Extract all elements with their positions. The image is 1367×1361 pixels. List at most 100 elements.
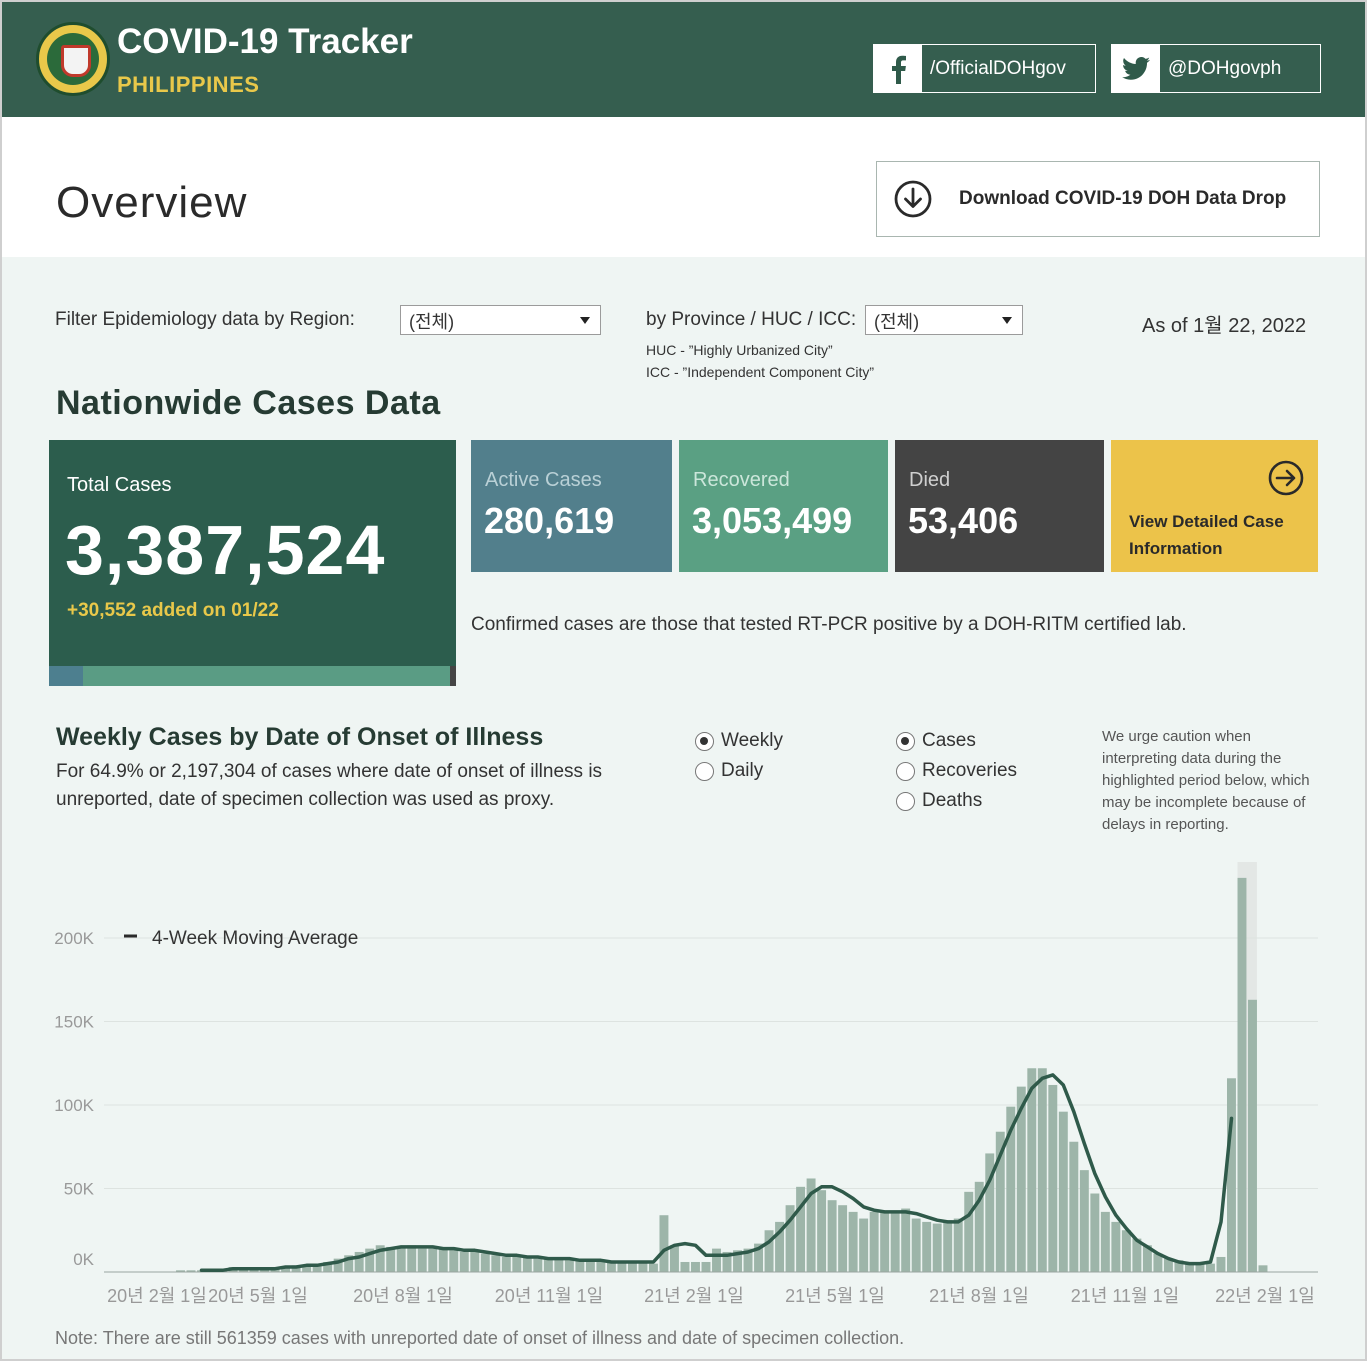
- weekly-bar: [1163, 1258, 1173, 1272]
- weekly-bar: [985, 1153, 995, 1272]
- facebook-icon: [874, 45, 922, 92]
- weekly-bar: [1006, 1106, 1016, 1272]
- weekly-bar: [890, 1213, 900, 1272]
- app-title: COVID-19 Tracker: [117, 22, 413, 61]
- facebook-label: /OfficialDOHgov: [930, 57, 1066, 79]
- weekly-bar: [754, 1243, 764, 1272]
- chevron-down-icon: [580, 317, 590, 324]
- weekly-bar: [974, 1181, 984, 1272]
- weekly-bar: [585, 1260, 595, 1272]
- x-tick-label: 21년 5월 1일: [785, 1286, 885, 1306]
- region-select-value: (전체): [409, 312, 455, 332]
- weekly-bar: [323, 1261, 333, 1272]
- radio-recoveries-label: Recoveries: [922, 760, 1018, 781]
- icc-note: ICC - ”Independent Component City”: [646, 364, 874, 380]
- weekly-bar: [1037, 1068, 1047, 1272]
- region-filter-label: Filter Epidemiology data by Region:: [55, 309, 355, 330]
- x-tick-label: 22년 2월 1일: [1215, 1286, 1315, 1306]
- weekly-bar: [796, 1186, 806, 1272]
- chevron-down-icon: [1002, 317, 1012, 324]
- radio-daily[interactable]: Daily: [695, 760, 763, 782]
- weekly-bar: [722, 1251, 732, 1272]
- radio-cases-label: Cases: [922, 730, 976, 751]
- radio-weekly-label: Weekly: [721, 730, 783, 751]
- arrow-right-circle-icon: [1268, 460, 1304, 496]
- radio-deaths-label: Deaths: [922, 790, 983, 811]
- facebook-link[interactable]: /OfficialDOHgov: [873, 44, 1096, 93]
- radio-cases[interactable]: Cases: [896, 730, 976, 752]
- weekly-bar: [1248, 999, 1257, 1272]
- x-tick-label: 21년 11월 1일: [1071, 1286, 1179, 1306]
- weekly-bar: [691, 1261, 700, 1272]
- region-select[interactable]: (전체): [400, 305, 601, 335]
- weekly-bar: [417, 1248, 427, 1272]
- weekly-bar: [1121, 1230, 1131, 1272]
- y-tick-label: 50K: [64, 1180, 95, 1199]
- total-cases-value: 3,387,524: [65, 511, 386, 589]
- radio-recoveries[interactable]: Recoveries: [896, 760, 1017, 782]
- weekly-bar: [281, 1266, 291, 1272]
- weekly-bar: [648, 1263, 658, 1272]
- weekly-bar: [785, 1205, 795, 1272]
- recovered-card: Recovered 3,053,499: [679, 440, 888, 572]
- weekly-bar: [1153, 1253, 1163, 1272]
- y-tick-label: 0K: [73, 1250, 94, 1269]
- weekly-bar: [428, 1248, 438, 1272]
- weekly-bar: [407, 1245, 417, 1272]
- weekly-bar: [512, 1256, 522, 1272]
- died-card: Died 53,406: [895, 440, 1104, 572]
- weekly-bar: [869, 1211, 879, 1272]
- weekly-bar: [386, 1246, 396, 1272]
- composition-active-segment: [49, 666, 83, 686]
- province-select[interactable]: (전체): [865, 305, 1023, 335]
- moving-average-line: [199, 1073, 1234, 1273]
- weekly-bar: [491, 1255, 501, 1272]
- weekly-bar: [1205, 1263, 1215, 1272]
- weekly-bar: [459, 1251, 469, 1272]
- weekly-bar: [596, 1261, 606, 1272]
- weekly-bar: [564, 1260, 574, 1272]
- radio-unselected-icon: [896, 791, 915, 811]
- weekly-bar: [743, 1248, 753, 1272]
- nationwide-title: Nationwide Cases Data: [56, 384, 441, 422]
- twitter-link[interactable]: @DOHgovph: [1111, 44, 1321, 93]
- radio-weekly[interactable]: Weekly: [695, 730, 783, 752]
- weekly-bar: [1237, 877, 1247, 1272]
- x-tick-label: 20년 2월 1일: [107, 1286, 207, 1306]
- weekly-bar: [1216, 1256, 1226, 1272]
- download-data-drop-button[interactable]: Download COVID-19 DOH Data Drop: [876, 161, 1320, 237]
- weekly-bar: [533, 1258, 543, 1272]
- x-tick-label: 21년 2월 1일: [644, 1286, 744, 1306]
- y-tick-label: 200K: [54, 929, 94, 948]
- weekly-bar: [859, 1218, 869, 1272]
- weekly-bar: [480, 1253, 490, 1272]
- weekly-bar: [1227, 1078, 1236, 1272]
- radio-unselected-icon: [896, 761, 915, 781]
- weekly-bar: [817, 1190, 827, 1272]
- weekly-bar: [901, 1208, 911, 1272]
- radio-deaths[interactable]: Deaths: [896, 790, 982, 812]
- weekly-bar: [638, 1261, 648, 1272]
- weekly-bar: [1069, 1141, 1079, 1272]
- weekly-bar: [806, 1178, 816, 1272]
- weekly-bar: [922, 1221, 932, 1272]
- active-cases-value: 280,619: [484, 500, 615, 541]
- weekly-bar: [438, 1248, 448, 1272]
- weekly-bar: [575, 1260, 585, 1272]
- weekly-bar: [365, 1248, 375, 1272]
- weekly-bar: [680, 1261, 690, 1272]
- weekly-bar: [764, 1230, 774, 1272]
- recovered-label: Recovered: [693, 469, 790, 491]
- caution-note: We urge caution when interpreting data d…: [1102, 728, 1310, 833]
- weekly-bar: [354, 1251, 364, 1272]
- weekly-bar: [543, 1258, 553, 1272]
- app-subtitle: PHILIPPINES: [117, 72, 260, 97]
- weekly-bar: [659, 1215, 669, 1272]
- weekly-bar: [1016, 1086, 1026, 1272]
- x-tick-label: 21년 8월 1일: [929, 1286, 1029, 1306]
- weekly-bar: [701, 1261, 711, 1272]
- view-detailed-case-info-button[interactable]: View Detailed Case Information: [1111, 440, 1318, 572]
- weekly-bar: [838, 1205, 848, 1272]
- weekly-bar: [617, 1261, 627, 1272]
- weekly-bar: [911, 1218, 921, 1272]
